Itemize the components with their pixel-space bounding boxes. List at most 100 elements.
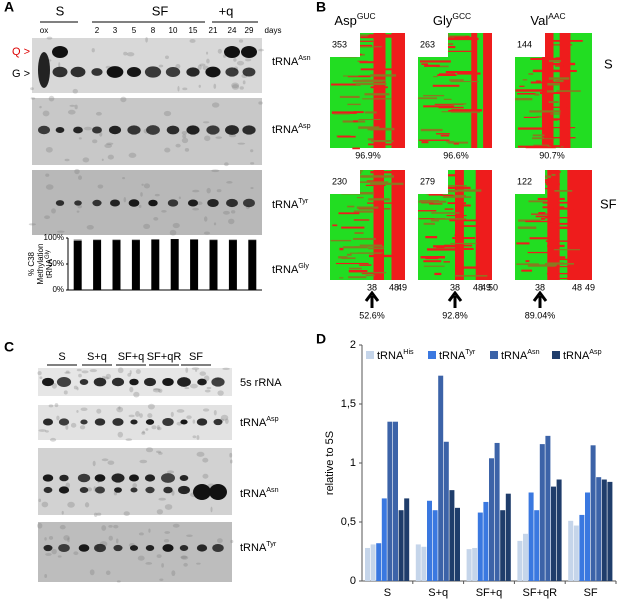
blot-noise (129, 370, 132, 375)
band (42, 474, 54, 482)
heatmap-cell (368, 143, 394, 146)
heatmap-cell (457, 225, 488, 227)
bar (393, 421, 398, 581)
band (144, 66, 162, 78)
lane-label: ox (40, 26, 48, 35)
heatmap-cell (391, 170, 405, 280)
heatmap-cell (545, 217, 573, 219)
lane-label: 5 (132, 26, 137, 35)
heatmap-cell (517, 127, 544, 130)
band (111, 473, 125, 483)
band (211, 377, 225, 387)
heatmap-cell (446, 37, 479, 41)
position: 48 (389, 282, 399, 292)
blot-noise (65, 482, 71, 489)
blot-label-sup: Gly (298, 262, 309, 270)
blot (38, 522, 232, 582)
blot-noise (147, 413, 153, 418)
blot-noise (237, 142, 246, 145)
bar (387, 421, 393, 581)
x-tick-label: SF+qR (523, 587, 558, 599)
blot-noise (51, 382, 57, 389)
heatmap-cell (354, 232, 364, 235)
bar (209, 240, 218, 290)
heatmap-cell (551, 118, 567, 121)
band (209, 484, 227, 500)
bar (93, 240, 102, 290)
heatmap-cell (518, 219, 541, 222)
blot-noise (138, 204, 142, 209)
heatmap-cell (543, 44, 573, 46)
blot-noise (151, 425, 157, 430)
heatmap-cell (440, 134, 450, 137)
blot-noise (70, 422, 77, 428)
blot-noise (196, 451, 205, 457)
heatmap-cell (451, 109, 483, 112)
band (180, 419, 188, 425)
blot-noise (156, 509, 164, 515)
column-label-base: Val (530, 13, 548, 28)
position: 38 (367, 282, 377, 292)
blot-noise (57, 555, 62, 558)
blot-noise (74, 168, 80, 175)
bar (489, 458, 494, 581)
blot-noise (206, 58, 210, 64)
legend-label: tRNATyr (439, 348, 476, 362)
blot-noise (182, 87, 188, 91)
position: 38 (535, 282, 545, 292)
heatmap-cell (516, 263, 539, 265)
band (145, 419, 155, 425)
heatmap-cell (358, 119, 381, 121)
heatmap-cell (434, 174, 463, 177)
band (106, 66, 124, 78)
heatmap-cell (438, 50, 472, 52)
heatmap-cell (515, 97, 533, 101)
band (225, 125, 239, 135)
heatmap-cell (455, 248, 474, 250)
band (130, 419, 138, 425)
band (186, 67, 200, 77)
band (70, 66, 86, 78)
heatmap-cell (454, 234, 462, 236)
bar-remainder (248, 239, 257, 241)
blot-label-base: tRNA (272, 199, 299, 211)
blot-label-sup: Asn (298, 54, 310, 62)
heatmap-label-bg (515, 33, 545, 57)
column-label: GlyGCC (433, 11, 471, 28)
blot-noise (231, 82, 240, 89)
blot-noise (196, 435, 200, 440)
band (129, 378, 139, 386)
bar (539, 444, 545, 581)
band (127, 125, 141, 135)
heatmap-cell (475, 170, 492, 280)
heatmap-cell (432, 84, 460, 87)
blot-noise (171, 490, 175, 496)
heatmap-cell (343, 75, 359, 77)
blot-noise (226, 181, 233, 184)
position: 48 (572, 282, 582, 292)
heatmap-cell (371, 139, 394, 143)
heatmap-cell (433, 245, 459, 248)
heatmap-cell (531, 213, 559, 215)
heatmap-cell (443, 261, 451, 263)
blot-noise (64, 158, 70, 162)
band (38, 125, 50, 135)
blot-noise (86, 224, 94, 230)
heatmap-cell (364, 111, 377, 114)
blot-noise (92, 139, 98, 144)
blot-noise (196, 562, 201, 565)
blot-noise (148, 528, 151, 533)
blot-noise (69, 104, 76, 107)
band (196, 544, 208, 552)
band (58, 543, 70, 553)
blot-noise (113, 524, 119, 529)
heatmap-cell (440, 194, 454, 196)
lane-label: 8 (151, 26, 156, 35)
blot-noise (89, 569, 95, 576)
blot-label: tRNAGly (272, 262, 309, 276)
heatmap-cell (444, 208, 454, 210)
heatmap-cell (367, 35, 394, 38)
blot-noise (48, 404, 54, 408)
blot-noise (79, 425, 86, 430)
